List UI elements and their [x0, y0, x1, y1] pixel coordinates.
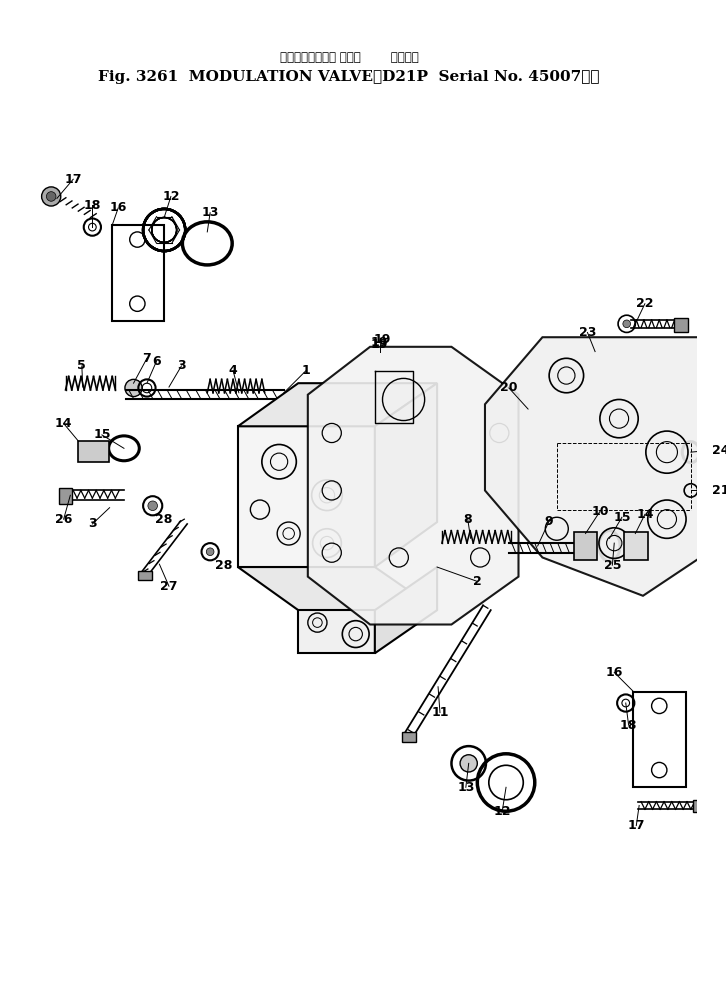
Polygon shape: [238, 383, 437, 426]
Text: 5: 5: [78, 359, 86, 372]
Text: 18: 18: [83, 198, 101, 211]
Text: 15: 15: [93, 428, 110, 441]
Text: 19: 19: [371, 335, 388, 348]
Text: 13: 13: [201, 206, 219, 219]
Text: 8: 8: [463, 513, 472, 526]
Polygon shape: [485, 337, 701, 596]
Polygon shape: [238, 567, 437, 611]
Circle shape: [41, 187, 61, 206]
Text: 23: 23: [579, 326, 596, 339]
Polygon shape: [238, 426, 375, 567]
Bar: [139, 571, 152, 581]
Text: 16: 16: [110, 201, 127, 214]
Bar: [59, 487, 73, 504]
Text: 11: 11: [431, 706, 449, 719]
Polygon shape: [375, 567, 437, 654]
Circle shape: [125, 379, 142, 396]
Bar: [112, 225, 164, 321]
Text: 22: 22: [636, 297, 653, 310]
Bar: [693, 800, 707, 812]
Text: 24: 24: [712, 443, 726, 456]
Text: 9: 9: [544, 515, 553, 528]
Text: 7: 7: [142, 351, 151, 364]
Text: 19: 19: [371, 338, 388, 351]
Text: 1: 1: [301, 364, 310, 377]
Bar: [624, 532, 648, 561]
Text: 27: 27: [160, 580, 178, 593]
Circle shape: [46, 191, 56, 201]
Polygon shape: [298, 611, 375, 654]
Circle shape: [460, 755, 477, 772]
Circle shape: [148, 500, 158, 511]
Text: 3: 3: [88, 518, 97, 531]
Text: 21: 21: [712, 483, 726, 496]
Text: 12: 12: [494, 805, 511, 818]
Text: モジュレーション バルブ        適用号機: モジュレーション バルブ 適用号機: [280, 51, 418, 64]
Text: 16: 16: [605, 666, 623, 679]
Bar: [633, 692, 686, 788]
Text: 10: 10: [591, 506, 608, 518]
Text: 3: 3: [177, 359, 186, 372]
Bar: [574, 532, 597, 561]
Text: 14: 14: [636, 508, 653, 521]
Text: 20: 20: [500, 381, 518, 394]
Text: 13: 13: [457, 781, 475, 794]
Text: 6: 6: [152, 354, 161, 367]
Text: 2: 2: [473, 575, 481, 588]
Text: 17: 17: [65, 173, 82, 186]
Bar: [674, 318, 688, 332]
Text: 28: 28: [155, 513, 173, 526]
Bar: [401, 732, 416, 743]
Circle shape: [206, 548, 214, 556]
Text: Fig. 3261  MODULATION VALVE（D21P  Serial No. 45007～）: Fig. 3261 MODULATION VALVE（D21P Serial N…: [98, 70, 600, 84]
Text: 14: 14: [55, 416, 73, 429]
Text: 25: 25: [603, 559, 621, 572]
Text: 19: 19: [374, 332, 391, 345]
Text: 15: 15: [613, 511, 631, 524]
Text: 12: 12: [162, 190, 179, 203]
Text: 4: 4: [229, 364, 237, 377]
Bar: [78, 440, 109, 461]
Text: 18: 18: [620, 719, 637, 732]
Text: 17: 17: [627, 819, 645, 832]
Polygon shape: [308, 346, 518, 625]
Circle shape: [623, 320, 631, 327]
Text: 28: 28: [215, 559, 232, 572]
Text: 26: 26: [55, 513, 73, 526]
Polygon shape: [375, 383, 437, 567]
